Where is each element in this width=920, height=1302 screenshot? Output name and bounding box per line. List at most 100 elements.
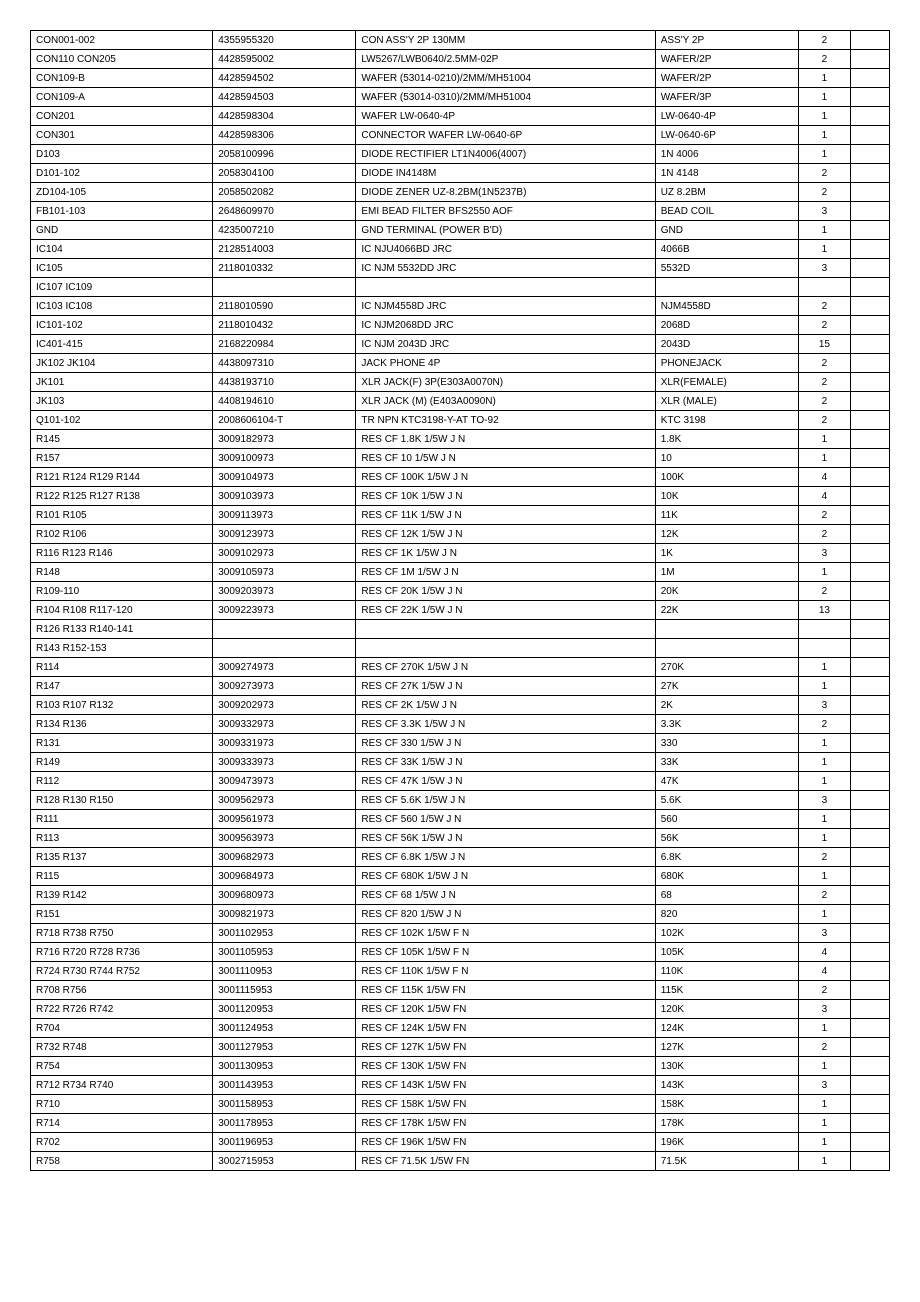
cell-value: 680K [655, 867, 798, 886]
cell-qty: 1 [798, 449, 850, 468]
cell-code: 2118010332 [213, 259, 356, 278]
cell-description: RES CF 22K 1/5W J N [356, 601, 655, 620]
cell-code: 4428598306 [213, 126, 356, 145]
cell-blank [850, 734, 889, 753]
cell-blank [850, 829, 889, 848]
cell-value: 47K [655, 772, 798, 791]
table-row: R7103001158953RES CF 158K 1/5W FN158K1 [31, 1095, 890, 1114]
cell-value: 11K [655, 506, 798, 525]
cell-qty: 2 [798, 981, 850, 1000]
table-row: R716 R720 R728 R7363001105953RES CF 105K… [31, 943, 890, 962]
cell-value [655, 639, 798, 658]
cell-value: BEAD COIL [655, 202, 798, 221]
cell-qty: 2 [798, 411, 850, 430]
cell-qty: 1 [798, 1114, 850, 1133]
cell-code: 3009563973 [213, 829, 356, 848]
cell-blank [850, 1076, 889, 1095]
cell-ref: R114 [31, 658, 213, 677]
cell-qty: 1 [798, 829, 850, 848]
cell-blank [850, 373, 889, 392]
cell-value: WAFER/2P [655, 69, 798, 88]
cell-description: RES CF 196K 1/5W FN [356, 1133, 655, 1152]
cell-ref: R718 R738 R750 [31, 924, 213, 943]
cell-code: 3009821973 [213, 905, 356, 924]
cell-code: 3009223973 [213, 601, 356, 620]
cell-value: 2K [655, 696, 798, 715]
cell-ref: R135 R137 [31, 848, 213, 867]
cell-qty: 1 [798, 677, 850, 696]
table-row: R1513009821973RES CF 820 1/5W J N8201 [31, 905, 890, 924]
cell-qty: 1 [798, 734, 850, 753]
cell-code [213, 620, 356, 639]
cell-ref: IC401-415 [31, 335, 213, 354]
table-row: R104 R108 R117-1203009223973RES CF 22K 1… [31, 601, 890, 620]
cell-qty: 2 [798, 164, 850, 183]
cell-ref: R143 R152-153 [31, 639, 213, 658]
cell-blank [850, 715, 889, 734]
cell-qty: 3 [798, 1000, 850, 1019]
cell-description: RES CF 270K 1/5W J N [356, 658, 655, 677]
cell-description: RES CF 110K 1/5W F N [356, 962, 655, 981]
cell-ref: D103 [31, 145, 213, 164]
cell-qty: 2 [798, 373, 850, 392]
table-row: CON110 CON2054428595002LW5267/LWB0640/2.… [31, 50, 890, 69]
cell-blank [850, 278, 889, 297]
table-row: FB101-1032648609970EMI BEAD FILTER BFS25… [31, 202, 890, 221]
cell-description: IC NJM4558D JRC [356, 297, 655, 316]
cell-blank [850, 449, 889, 468]
cell-value: 71.5K [655, 1152, 798, 1171]
table-row: R722 R726 R7423001120953RES CF 120K 1/5W… [31, 1000, 890, 1019]
table-row: R1483009105973RES CF 1M 1/5W J N1M1 [31, 563, 890, 582]
cell-value: 102K [655, 924, 798, 943]
cell-description: IC NJU4066BD JRC [356, 240, 655, 259]
cell-value: 105K [655, 943, 798, 962]
cell-code: 3002715953 [213, 1152, 356, 1171]
cell-ref: R104 R108 R117-120 [31, 601, 213, 620]
table-row: R122 R125 R127 R1383009103973RES CF 10K … [31, 487, 890, 506]
cell-value: 100K [655, 468, 798, 487]
cell-qty: 1 [798, 221, 850, 240]
table-row: R1313009331973RES CF 330 1/5W J N3301 [31, 734, 890, 753]
cell-value: 178K [655, 1114, 798, 1133]
cell-ref: R101 R105 [31, 506, 213, 525]
cell-ref: IC107 IC109 [31, 278, 213, 297]
cell-ref: CON201 [31, 107, 213, 126]
cell-code: 3009684973 [213, 867, 356, 886]
cell-code: 3009105973 [213, 563, 356, 582]
cell-ref: R712 R734 R740 [31, 1076, 213, 1095]
cell-ref: R758 [31, 1152, 213, 1171]
table-row: R7583002715953RES CF 71.5K 1/5W FN71.5K1 [31, 1152, 890, 1171]
cell-blank [850, 1057, 889, 1076]
cell-description: XLR JACK(F) 3P(E303A0070N) [356, 373, 655, 392]
cell-ref: CON001-002 [31, 31, 213, 50]
cell-qty: 1 [798, 810, 850, 829]
cell-description: RES CF 115K 1/5W FN [356, 981, 655, 1000]
cell-code: 4428595002 [213, 50, 356, 69]
cell-blank [850, 905, 889, 924]
cell-qty: 2 [798, 848, 850, 867]
cell-code: 2058100996 [213, 145, 356, 164]
cell-qty: 1 [798, 1095, 850, 1114]
cell-qty [798, 620, 850, 639]
cell-ref: R115 [31, 867, 213, 886]
cell-ref: R704 [31, 1019, 213, 1038]
cell-blank [850, 145, 889, 164]
cell-code: 4428594502 [213, 69, 356, 88]
cell-ref: R126 R133 R140-141 [31, 620, 213, 639]
cell-ref: R732 R748 [31, 1038, 213, 1057]
cell-blank [850, 506, 889, 525]
table-row: R139 R1423009680973RES CF 68 1/5W J N682 [31, 886, 890, 905]
cell-description: RES CF 5.6K 1/5W J N [356, 791, 655, 810]
cell-qty: 3 [798, 791, 850, 810]
table-row: R1473009273973RES CF 27K 1/5W J N27K1 [31, 677, 890, 696]
cell-ref: IC105 [31, 259, 213, 278]
cell-code: 3001127953 [213, 1038, 356, 1057]
cell-code: 3009104973 [213, 468, 356, 487]
cell-blank [850, 620, 889, 639]
cell-description: RES CF 68 1/5W J N [356, 886, 655, 905]
table-row: R1493009333973RES CF 33K 1/5W J N33K1 [31, 753, 890, 772]
table-row: R708 R7563001115953RES CF 115K 1/5W FN11… [31, 981, 890, 1000]
cell-blank [850, 164, 889, 183]
cell-value: 560 [655, 810, 798, 829]
cell-value: 1.8K [655, 430, 798, 449]
